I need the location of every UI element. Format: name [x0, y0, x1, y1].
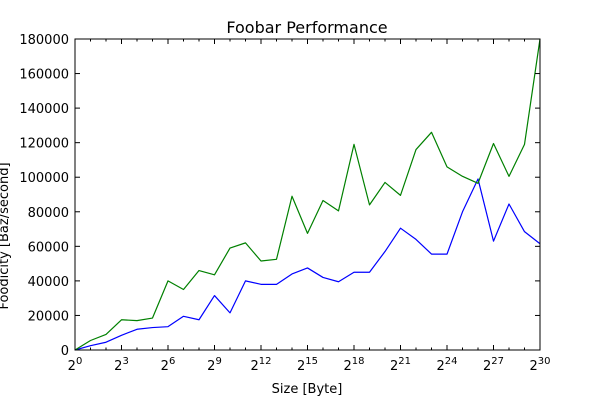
- y-axis-title: Foodicity [Baz/second]: [0, 162, 12, 309]
- y-tick-label: 60000: [28, 240, 69, 255]
- x-tick-label: 215: [297, 356, 318, 374]
- chart-title: Foobar Performance: [226, 18, 387, 37]
- x-tick-exponent: 15: [305, 356, 318, 367]
- y-tick-label: 160000: [19, 68, 69, 83]
- x-tick-label: 230: [529, 356, 550, 374]
- x-tick-base: 2: [68, 359, 76, 374]
- y-tick-label: 140000: [19, 102, 69, 117]
- x-tick-base: 2: [529, 359, 537, 374]
- x-tick-exponent: 30: [538, 356, 551, 367]
- x-tick-label: 227: [483, 356, 504, 374]
- x-tick-label: 224: [436, 356, 457, 374]
- x-tick-exponent: 6: [169, 356, 175, 367]
- x-tick-exponent: 27: [491, 356, 504, 367]
- x-tick-base: 2: [161, 359, 169, 374]
- y-tick-label: 0: [61, 344, 69, 359]
- x-tick-exponent: 21: [398, 356, 411, 367]
- x-tick-base: 2: [207, 359, 215, 374]
- x-tick-exponent: 12: [259, 356, 272, 367]
- y-tick-label: 80000: [28, 206, 69, 221]
- series-line-1: [74, 38, 541, 351]
- x-tick-base: 2: [483, 359, 491, 374]
- y-tick-label: 180000: [19, 33, 69, 48]
- x-tick-base: 2: [436, 359, 444, 374]
- x-tick-label: 20: [68, 356, 83, 374]
- x-tick-base: 2: [250, 359, 258, 374]
- x-tick-base: 2: [343, 359, 351, 374]
- x-tick-base: 2: [114, 359, 122, 374]
- x-tick-label: 29: [207, 356, 222, 374]
- x-tick-exponent: 24: [445, 356, 458, 367]
- y-tick-label: 100000: [19, 171, 69, 186]
- x-tick-label: 221: [390, 356, 411, 374]
- x-tick-base: 2: [390, 359, 398, 374]
- plot-area: 20 23 26 29 212 215 218 221 224 227 23002000040000…: [19, 33, 550, 374]
- y-tick-label: 120000: [19, 137, 69, 152]
- x-tick-label: 23: [114, 356, 129, 374]
- y-tick-label: 20000: [28, 309, 69, 324]
- x-tick-base: 2: [297, 359, 305, 374]
- x-tick-exponent: 18: [352, 356, 365, 367]
- x-tick-label: 26: [161, 356, 176, 374]
- x-tick-label: 218: [343, 356, 364, 374]
- x-tick-exponent: 3: [122, 356, 128, 367]
- x-tick-label: 212: [250, 356, 271, 374]
- y-tick-label: 40000: [28, 275, 69, 290]
- x-axis-title: Size [Byte]: [272, 382, 343, 397]
- x-tick-exponent: 0: [76, 356, 82, 367]
- x-tick-exponent: 9: [215, 356, 221, 367]
- series-line-0: [74, 178, 541, 351]
